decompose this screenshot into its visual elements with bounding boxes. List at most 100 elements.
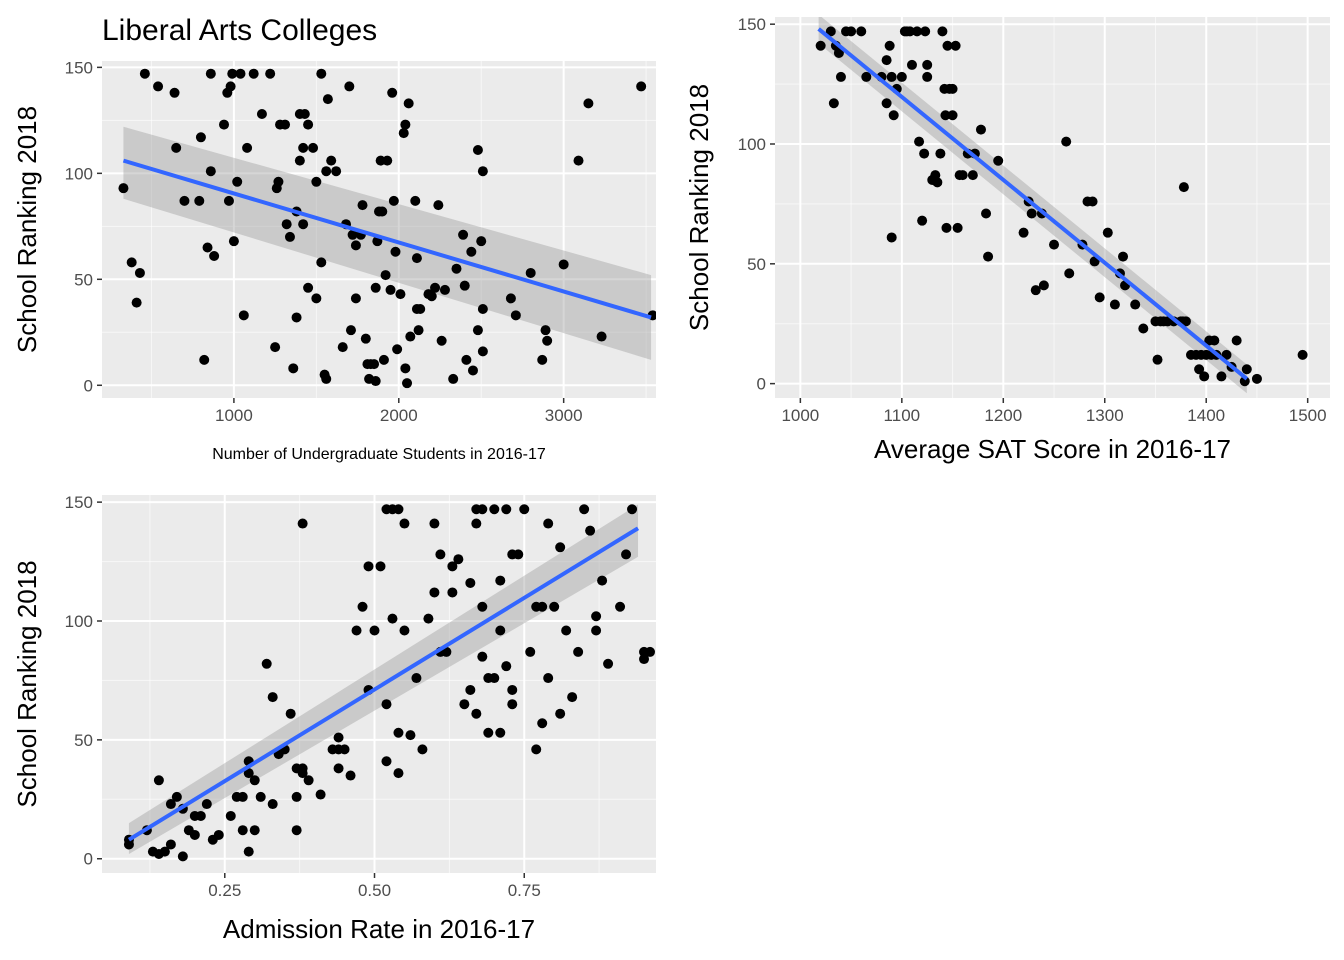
data-point: [243, 768, 254, 779]
data-point: [299, 108, 310, 119]
data-point: [1030, 285, 1041, 296]
data-point: [390, 246, 401, 257]
data-point: [993, 155, 1004, 166]
data-point: [922, 71, 933, 82]
data-point: [377, 206, 388, 217]
data-point: [1087, 196, 1098, 207]
data-point: [429, 518, 440, 529]
data-point: [171, 142, 182, 153]
data-point: [281, 219, 292, 230]
data-point: [256, 108, 267, 119]
y-tick-label: 0: [84, 850, 93, 869]
data-point: [360, 333, 371, 344]
data-point: [270, 342, 281, 353]
data-point: [501, 661, 512, 672]
data-point: [265, 68, 276, 79]
data-point: [433, 200, 444, 211]
data-point: [1018, 227, 1029, 238]
data-point: [315, 789, 326, 800]
data-point: [261, 658, 272, 669]
data-point: [1061, 136, 1072, 147]
data-point: [1178, 182, 1189, 193]
data-point: [476, 236, 487, 247]
data-point: [507, 699, 518, 710]
data-point: [311, 293, 322, 304]
data-point: [543, 673, 554, 684]
data-point: [436, 335, 447, 346]
data-point: [1038, 280, 1049, 291]
data-point: [228, 236, 239, 247]
data-point: [1231, 335, 1242, 346]
data-point: [347, 229, 358, 240]
data-point: [920, 26, 931, 37]
data-point: [351, 625, 362, 636]
trend-line: [817, 27, 1249, 381]
data-point: [303, 119, 314, 130]
data-point: [385, 284, 396, 295]
data-point: [1094, 292, 1105, 303]
data-point: [573, 155, 584, 166]
data-point: [235, 68, 246, 79]
data-point: [169, 87, 180, 98]
x-tick-label: 3000: [545, 406, 583, 425]
data-point: [171, 791, 182, 802]
data-point: [139, 68, 150, 79]
data-point: [357, 200, 368, 211]
y-tick-label: 50: [74, 731, 93, 750]
data-point: [227, 68, 238, 79]
panel-background: [102, 495, 656, 873]
data-point: [937, 26, 948, 37]
plot-panel-2: 1000 1100 1200 1300 1400 1500 0 50 100 150 Average…: [684, 15, 1330, 464]
data-point: [321, 166, 332, 177]
data-point: [967, 170, 978, 181]
data-point: [339, 744, 350, 755]
data-point: [919, 148, 930, 159]
x-tick-label: 0.75: [508, 881, 541, 900]
data-point: [273, 176, 284, 187]
data-point: [369, 359, 380, 370]
data-point: [537, 601, 548, 612]
data-point: [1109, 299, 1120, 310]
data-point: [447, 587, 458, 598]
data-point: [510, 310, 521, 321]
x-tick-label: 0.25: [208, 881, 241, 900]
data-point: [477, 303, 488, 314]
data-point: [298, 219, 309, 230]
data-point: [202, 242, 213, 253]
data-point: [947, 110, 958, 121]
data-point: [225, 810, 236, 821]
data-point: [165, 799, 176, 810]
data-point: [947, 83, 958, 94]
data-point: [205, 166, 216, 177]
data-point: [1130, 299, 1141, 310]
data-point: [950, 40, 961, 51]
data-point: [531, 744, 542, 755]
y-tick-label: 100: [65, 612, 93, 631]
y-axis-title: School Ranking 2018: [12, 560, 42, 807]
data-point: [591, 611, 602, 622]
data-point: [917, 215, 928, 226]
data-point: [345, 770, 356, 781]
data-point: [345, 325, 356, 336]
data-point: [596, 331, 607, 342]
data-point: [952, 222, 963, 233]
data-point: [297, 518, 308, 529]
plot-panel-3: 0.25 0.50 0.75 0 50 100 150 Admission Rate in 2…: [12, 493, 656, 944]
data-point: [237, 825, 248, 836]
x-axis-title: Admission Rate in 2016-17: [223, 914, 535, 944]
data-point: [369, 625, 380, 636]
data-point: [243, 846, 254, 857]
data-point: [255, 791, 266, 802]
data-point: [459, 699, 470, 710]
data-point: [209, 250, 220, 261]
data-point: [311, 176, 322, 187]
data-point: [194, 195, 205, 206]
data-point: [914, 136, 925, 147]
data-point: [886, 232, 897, 243]
data-point: [284, 231, 295, 242]
data-point: [579, 504, 590, 515]
data-point: [213, 829, 224, 840]
data-point: [134, 267, 145, 278]
data-point: [645, 646, 656, 657]
